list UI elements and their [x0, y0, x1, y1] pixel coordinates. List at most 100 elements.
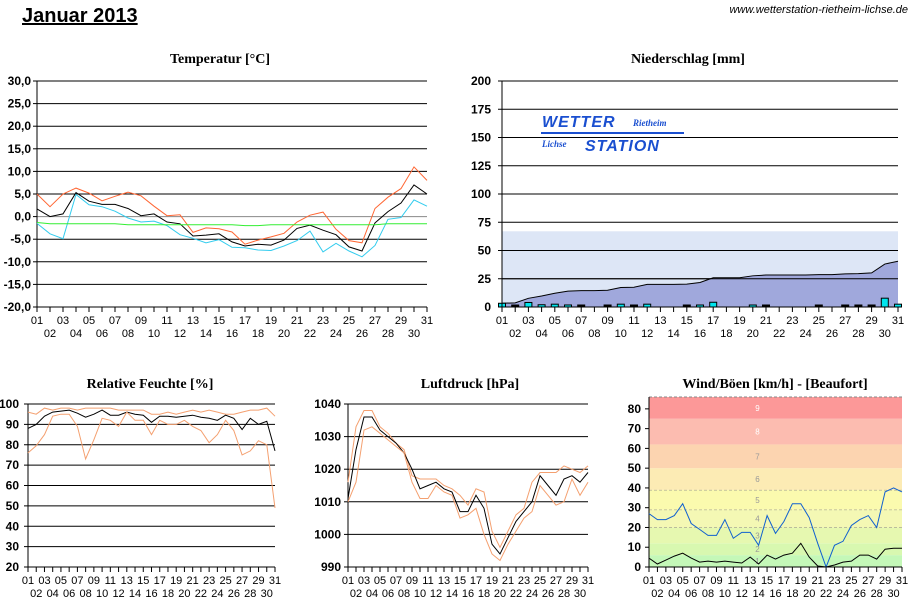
x-tick-label: 07 — [575, 315, 587, 327]
x-tick-label: 28 — [244, 588, 256, 600]
x-tick-label: 18 — [720, 328, 732, 340]
x-tick-label: 16 — [145, 588, 157, 600]
x-tick-label: 03 — [358, 575, 370, 587]
x-tick-label: 04 — [366, 588, 378, 600]
x-tick-label: 24 — [211, 588, 223, 600]
x-tick-label: 30 — [408, 328, 420, 340]
humidity-series-minimum — [27, 411, 276, 508]
site-url[interactable]: www.wetterstation-rietheim-lichse.de — [729, 4, 908, 16]
x-tick-label: 26 — [356, 328, 368, 340]
x-tick-label: 23 — [828, 575, 840, 587]
beaufort-label-8: 8 — [755, 428, 760, 437]
y-tick-label: 175 — [471, 102, 491, 116]
humidity-chart-title: Relative Feuchte [%] — [86, 377, 214, 392]
x-tick-label: 18 — [252, 328, 264, 340]
y-tick-label: 0 — [634, 560, 641, 574]
y-tick-label: 25 — [478, 272, 492, 286]
y-tick-label: 1010 — [314, 495, 341, 509]
y-tick-label: 70 — [628, 422, 642, 436]
beaufort-label-9: 9 — [755, 404, 760, 413]
x-tick-label: 11 — [161, 315, 172, 327]
x-tick-label: 31 — [582, 575, 594, 587]
y-tick-label: 1000 — [314, 527, 341, 541]
precip-bar-03 — [524, 301, 533, 308]
y-tick-label: 100 — [0, 397, 19, 411]
x-tick-label: 15 — [454, 575, 466, 587]
y-tick-label: 20 — [6, 560, 20, 574]
y-tick-label: 15,0 — [8, 142, 32, 156]
x-tick-label: 19 — [733, 315, 745, 327]
x-tick-label: 01 — [22, 575, 34, 587]
logo-lichse: Lichse — [541, 139, 567, 149]
x-tick-label: 31 — [896, 575, 908, 587]
x-tick-label: 22 — [510, 588, 522, 600]
x-tick-label: 14 — [667, 328, 679, 340]
x-tick-label: 04 — [47, 588, 59, 600]
y-tick-label: 80 — [628, 402, 642, 416]
x-tick-label: 14 — [129, 588, 141, 600]
x-tick-label: 24 — [330, 328, 342, 340]
precip-bar-17 — [709, 301, 718, 308]
x-tick-label: 21 — [187, 575, 199, 587]
x-tick-label: 31 — [269, 575, 281, 587]
x-tick-label: 26 — [826, 328, 838, 340]
beaufort-band-4 — [649, 509, 902, 528]
x-tick-label: 11 — [422, 575, 433, 587]
x-tick-label: 15 — [681, 315, 693, 327]
x-tick-label: 17 — [154, 575, 166, 587]
x-tick-label: 23 — [518, 575, 530, 587]
x-tick-label: 05 — [677, 575, 689, 587]
x-tick-label: 02 — [651, 588, 663, 600]
beaufort-band-2 — [649, 543, 902, 556]
x-tick-label: 16 — [694, 328, 706, 340]
y-tick-label: 50 — [628, 461, 642, 475]
beaufort-label-5: 5 — [755, 496, 760, 505]
x-tick-label: 10 — [615, 328, 627, 340]
y-tick-label: 10 — [628, 540, 642, 554]
pressure-series-maximum — [347, 410, 589, 549]
temperature-series-mittel — [36, 184, 428, 252]
x-tick-label: 12 — [174, 328, 186, 340]
beaufort-label-1: 1 — [755, 557, 760, 566]
x-tick-label: 29 — [566, 575, 578, 587]
x-tick-label: 12 — [112, 588, 124, 600]
x-tick-label: 23 — [203, 575, 215, 587]
x-tick-label: 06 — [685, 588, 697, 600]
x-tick-label: 03 — [660, 575, 672, 587]
y-tick-label: 30 — [628, 501, 642, 515]
wind-chart-title: Wind/Böen [km/h] - [Beaufort] — [682, 377, 868, 392]
x-tick-label: 20 — [747, 328, 759, 340]
x-tick-label: 17 — [470, 575, 482, 587]
x-tick-label: 25 — [343, 315, 355, 327]
y-tick-label: 20 — [628, 520, 642, 534]
y-tick-label: -5,0 — [10, 232, 31, 246]
wind-chart: 1234567890102030405060708001020304050607… — [628, 396, 908, 600]
x-tick-label: 15 — [137, 575, 149, 587]
x-tick-label: 12 — [641, 328, 653, 340]
x-tick-label: 19 — [795, 575, 807, 587]
cumulative-line — [501, 260, 899, 304]
x-tick-label: 05 — [83, 315, 95, 327]
x-tick-label: 07 — [109, 315, 121, 327]
x-tick-label: 22 — [820, 588, 832, 600]
x-tick-label: 14 — [446, 588, 458, 600]
x-tick-label: 11 — [628, 315, 639, 327]
x-tick-label: 31 — [892, 315, 904, 327]
beaufort-band-8 — [649, 418, 902, 445]
x-tick-label: 28 — [871, 588, 883, 600]
x-tick-label: 17 — [778, 575, 790, 587]
x-tick-label: 23 — [786, 315, 798, 327]
temperature-series-minimum — [36, 193, 428, 258]
beaufort-band-3 — [649, 527, 902, 544]
y-tick-label: 70 — [6, 458, 20, 472]
y-tick-label: 25,0 — [8, 97, 32, 111]
wind-series-b-en — [648, 487, 903, 569]
x-tick-label: 25 — [219, 575, 231, 587]
x-tick-label: 09 — [601, 315, 613, 327]
x-tick-label: 30 — [879, 328, 891, 340]
x-tick-label: 05 — [55, 575, 67, 587]
x-tick-label: 13 — [438, 575, 450, 587]
x-tick-label: 02 — [509, 328, 521, 340]
y-tick-label: 75 — [478, 215, 492, 229]
